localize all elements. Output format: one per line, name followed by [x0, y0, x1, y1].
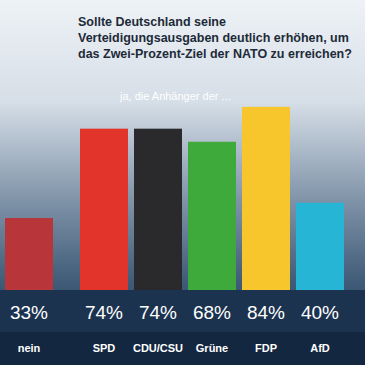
bar [5, 218, 53, 290]
label-band [0, 290, 365, 365]
chart-title: Sollte Deutschland seine Verteidigungsau… [78, 14, 360, 62]
data-label: 33% [10, 302, 48, 323]
chart-svg: 33% 74% 74% 68% 84% 40% nein SPD CDU/CSU Grüne FDP… [0, 0, 365, 365]
category-label: CDU/CSU [133, 342, 183, 354]
bar [80, 129, 128, 290]
category-label: FDP [255, 342, 277, 354]
data-label: 74% [139, 302, 177, 323]
category-label: AfD [310, 342, 330, 354]
category-label: SPD [93, 342, 116, 354]
bar [134, 129, 182, 290]
chart-stage: Sollte Deutschland seine Verteidigungsau… [0, 0, 365, 365]
bar [242, 107, 290, 290]
data-label: 74% [85, 302, 123, 323]
data-label: 40% [301, 302, 339, 323]
category-label: nein [18, 342, 41, 354]
category-label: Grüne [196, 342, 228, 354]
bar [296, 203, 344, 290]
annotation: ja, die Anhänger der ... [119, 90, 231, 102]
bars [5, 107, 344, 290]
data-label: 84% [247, 302, 285, 323]
category-band [0, 332, 365, 365]
bar [188, 142, 236, 290]
data-label: 68% [193, 302, 231, 323]
